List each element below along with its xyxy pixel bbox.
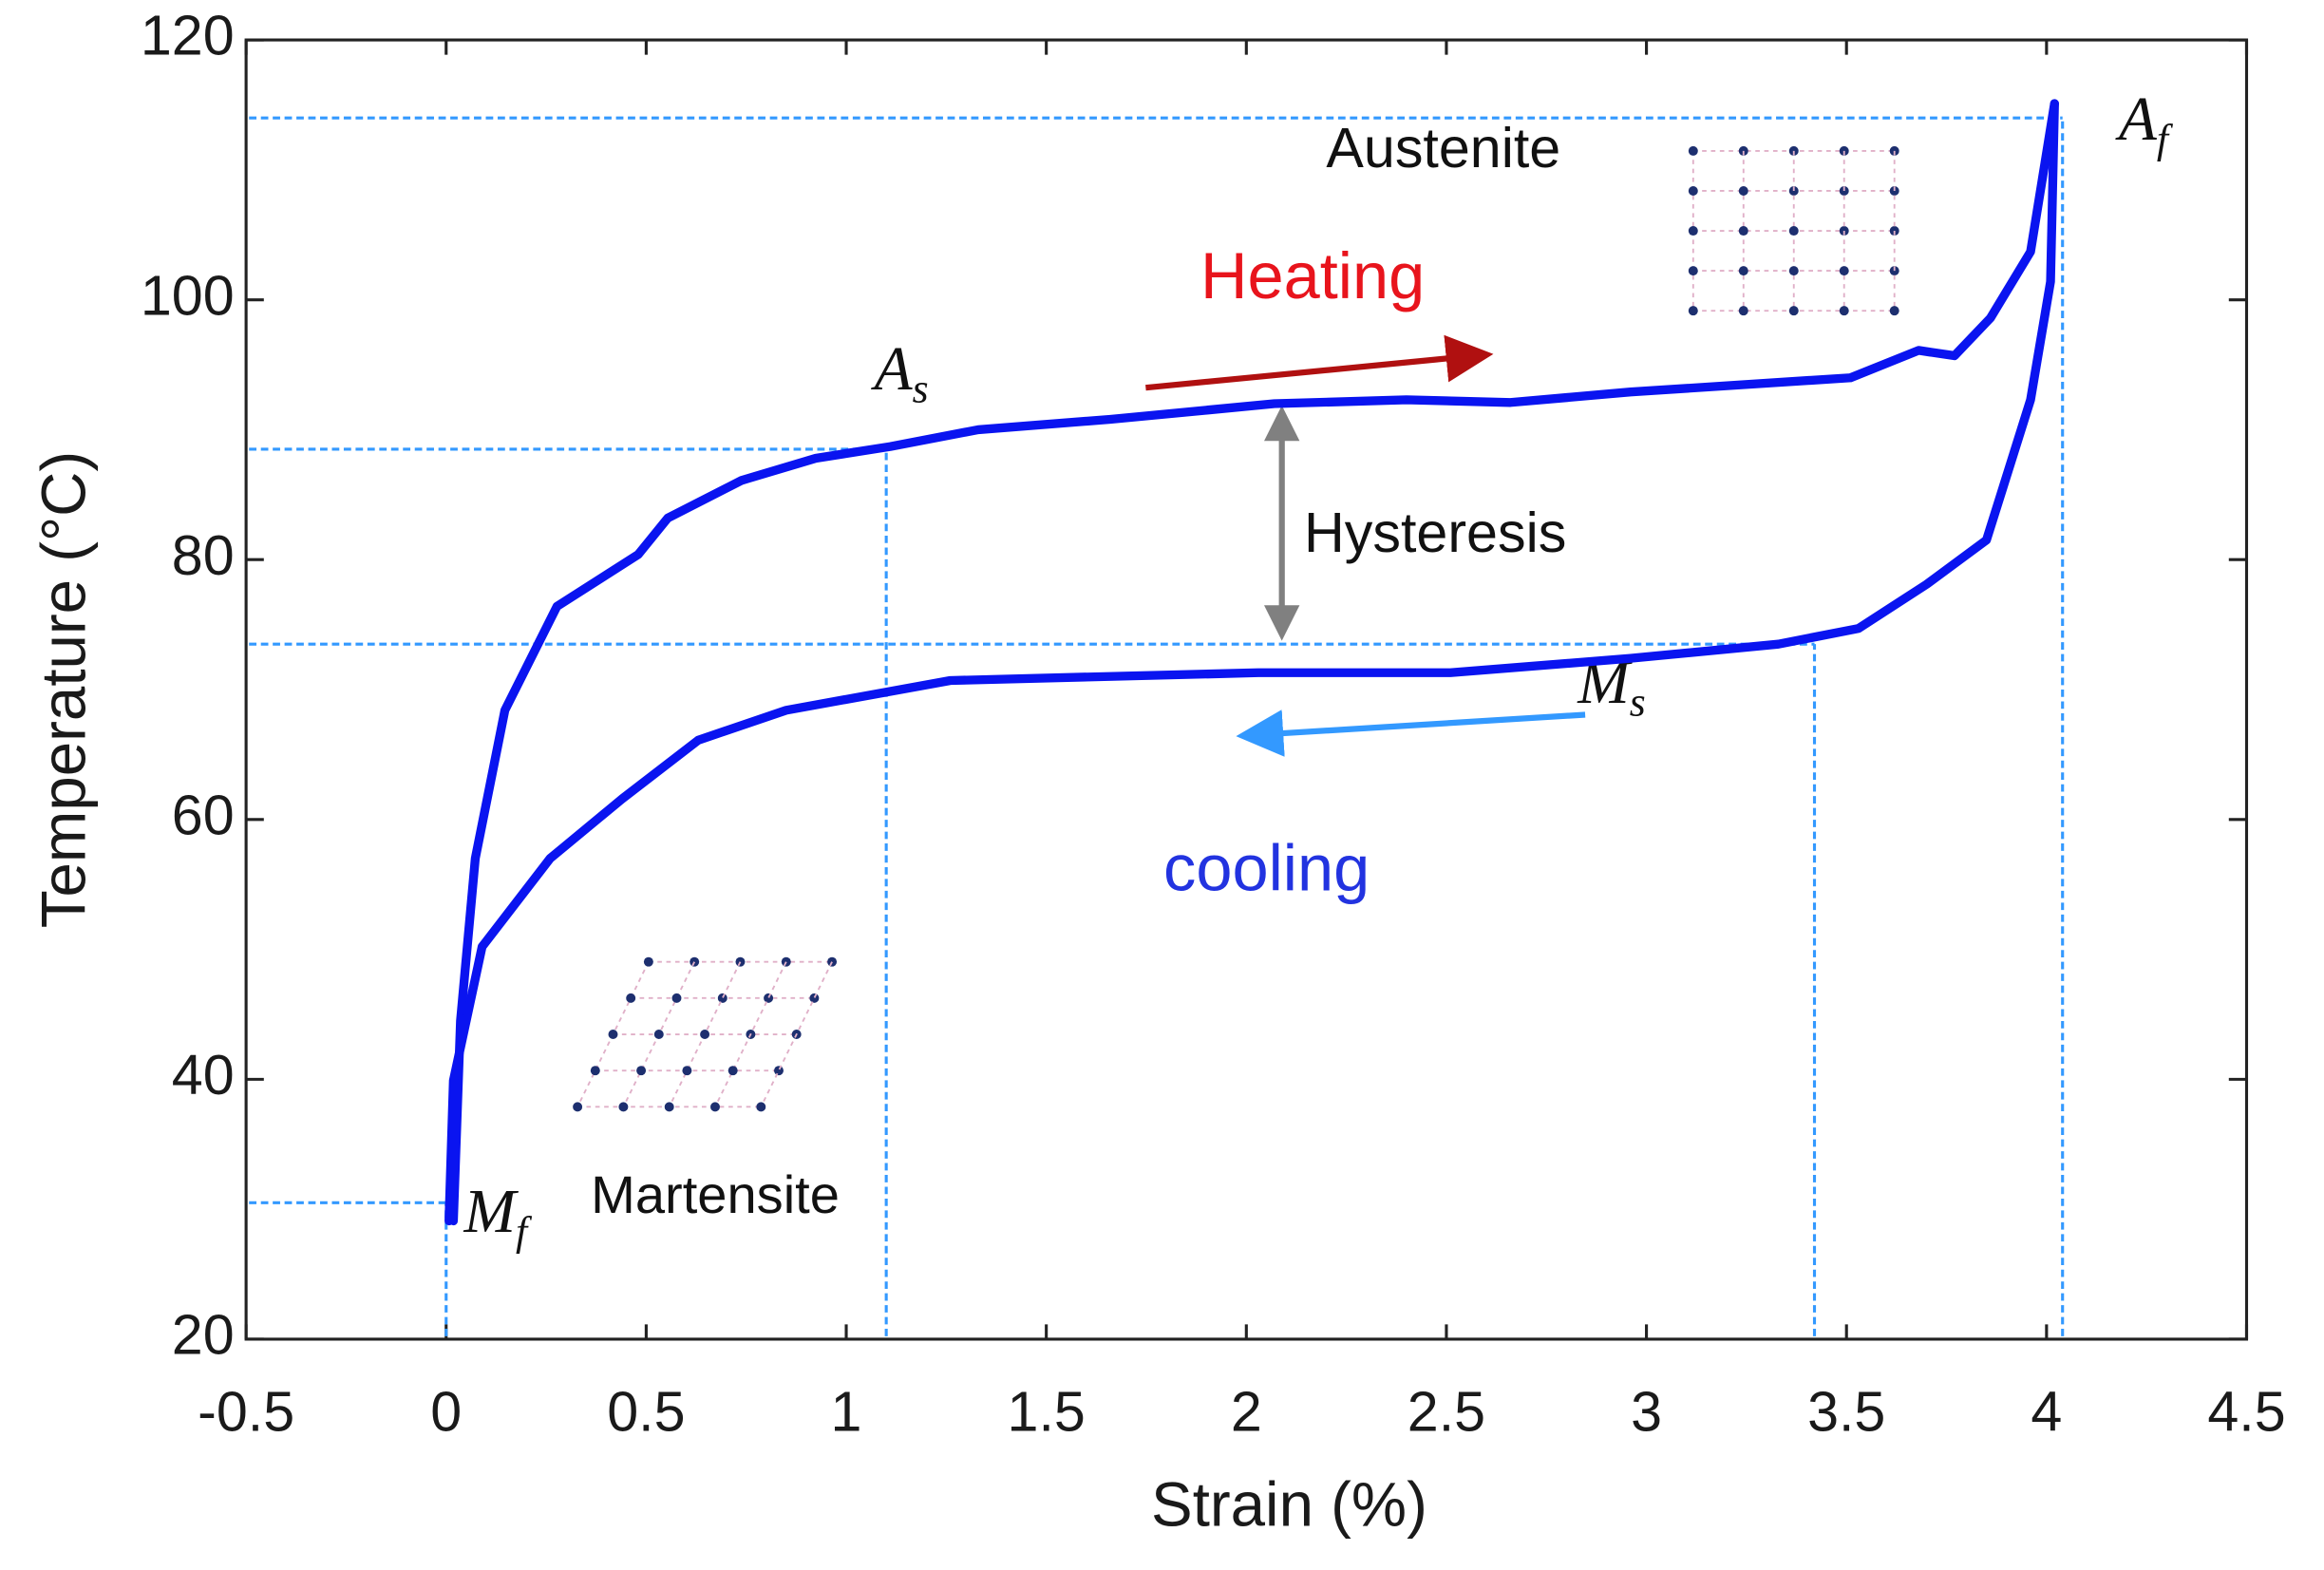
x-tick-label: 1	[831, 1380, 862, 1444]
x-axis-label: Strain (%)	[1151, 1469, 1427, 1539]
lattice-atom	[573, 1102, 583, 1112]
x-tick-label: 4.5	[2207, 1380, 2285, 1444]
x-tick-label: 2	[1231, 1380, 1262, 1444]
transition-name: M	[463, 1178, 519, 1246]
annotation: Austenite	[1326, 116, 1560, 180]
heating-arrow	[1145, 334, 1494, 391]
lattice-atom	[1839, 266, 1849, 276]
transition-label: Af	[2115, 85, 2174, 162]
annotation: Martensite	[591, 1164, 840, 1224]
lattice-atom	[1738, 226, 1748, 236]
lattice-atom	[717, 993, 727, 1003]
x-tick-label: 3	[1631, 1380, 1662, 1444]
x-tick-label: 4	[2031, 1380, 2062, 1444]
lattice-atom	[682, 1066, 692, 1076]
annotation: Hysteresis	[1304, 501, 1566, 564]
lattice-atom	[1788, 226, 1799, 236]
transition-sub: s	[913, 367, 929, 412]
lattice-atom	[1688, 266, 1698, 276]
lattice-atom	[1738, 266, 1748, 276]
lattice-atom	[1839, 306, 1849, 316]
transition-label: As	[871, 335, 929, 412]
lattice-atom	[756, 1102, 766, 1112]
lattice-atom	[1688, 185, 1698, 196]
annotation: cooling	[1163, 831, 1370, 904]
plot-frame	[244, 38, 2249, 1341]
transition-label: Mf	[463, 1178, 533, 1255]
curve	[444, 99, 2059, 1226]
lattice-atom	[653, 1030, 664, 1040]
lattice-atom	[1688, 306, 1698, 316]
lattice-atom	[1738, 185, 1748, 196]
lattice-atom	[1688, 145, 1698, 156]
transition-sub: s	[1630, 680, 1646, 726]
lattice-atom	[608, 1030, 618, 1040]
lattice-atom	[590, 1066, 600, 1076]
x-tick-label: 0.5	[607, 1380, 685, 1444]
y-tick-label: 80	[172, 523, 235, 587]
cooling-arrow	[1236, 709, 1586, 757]
y-tick-label: 40	[172, 1043, 235, 1107]
lattice-icons	[573, 145, 1899, 1112]
lattice-atom	[710, 1102, 720, 1112]
transition-sub: f	[2157, 117, 2174, 162]
lattice-atom	[664, 1102, 674, 1112]
transition-name: A	[2115, 85, 2158, 154]
lattice-line	[760, 961, 833, 1107]
lattice-atom	[764, 993, 774, 1003]
y-axis-label: Temperature (°C)	[28, 451, 98, 928]
y-tick-label: 20	[172, 1303, 235, 1367]
lattice-atom	[636, 1066, 647, 1076]
x-tick-label: 1.5	[1008, 1380, 1086, 1444]
lattice-atom	[1788, 266, 1799, 276]
lattice-atom	[700, 1030, 710, 1040]
lattice-atom	[671, 993, 682, 1003]
lattice-atom	[774, 1066, 784, 1076]
lattice-atom	[643, 956, 653, 967]
x-tick-label: 3.5	[1807, 1380, 1885, 1444]
lattice-atom	[1788, 306, 1799, 316]
y-tick-label: 100	[141, 263, 235, 327]
y-tick-label: 120	[141, 4, 235, 67]
annotation: Heating	[1200, 239, 1425, 312]
x-tick-label: 2.5	[1408, 1380, 1485, 1444]
lattice-atom	[1889, 306, 1899, 316]
y-tick-label: 60	[172, 783, 235, 846]
lattice-atom	[626, 993, 636, 1003]
lattice-atom	[1688, 226, 1698, 236]
lattice-atom	[618, 1102, 629, 1112]
lattice-line	[714, 961, 787, 1107]
transition-sub: f	[516, 1209, 533, 1255]
lattice-atom	[809, 993, 820, 1003]
lattice-atom	[727, 1066, 738, 1076]
curve	[448, 99, 2059, 1226]
x-tick-label: 0	[430, 1380, 462, 1444]
x-tick-label: -0.5	[198, 1380, 294, 1444]
lattice-atom	[1738, 306, 1748, 316]
transition-name: A	[871, 335, 914, 404]
